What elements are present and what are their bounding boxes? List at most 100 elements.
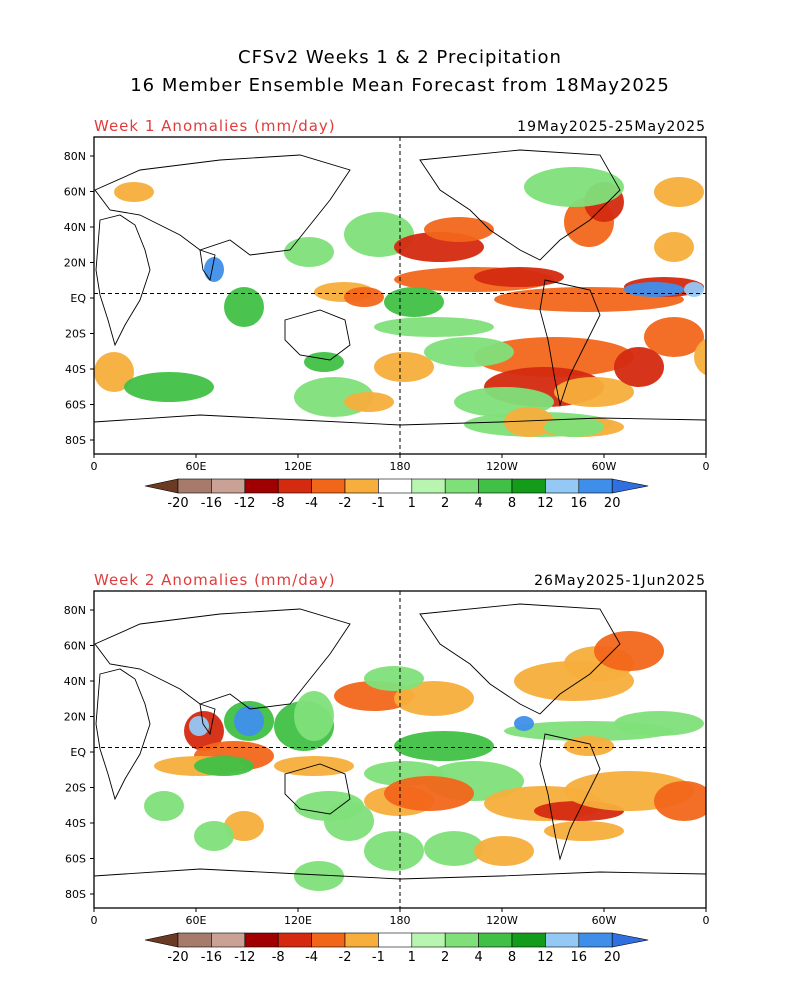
lat-label: 60N [64,640,86,653]
anomaly-blob [364,666,424,691]
coastline [94,608,351,710]
colorbar-label: -12 [234,950,255,965]
colorbar-label: -12 [234,496,255,511]
coastline [419,603,621,715]
colorbar-segment [545,932,580,948]
anomaly-blob [644,317,704,357]
colorbar-label: -8 [272,950,285,965]
colorbar-label: 8 [508,950,516,965]
colorbar-label: 8 [508,496,516,511]
colorbar-segment [411,932,446,948]
anomaly-blob [224,811,264,841]
anomaly-blob [324,801,374,841]
lon-label: 180 [390,460,411,473]
colorbar-segment [277,932,312,948]
anomaly-blob [94,352,134,392]
anomaly-blob [424,337,514,367]
lat-label: 40S [65,363,86,376]
colorbar-segment [177,478,212,494]
lon-label: 120W [486,460,518,473]
colorbar-label: 20 [604,496,621,511]
colorbar-label: 1 [408,496,416,511]
anomaly-blob [654,781,706,821]
lat-label: 80S [65,888,86,901]
colorbar-label: -8 [272,496,285,511]
colorbar-segment [511,478,546,494]
anomaly-blob [554,377,634,407]
week1-panel-dates: 19May2025-25May2025 [517,119,706,135]
anomaly-blob [544,821,624,841]
colorbar-segment [411,478,446,494]
lat-label: 60S [65,853,86,866]
week2-panel-label: Week 2 Anomalies (mm/day) [94,571,336,589]
anomaly-blob [394,681,474,716]
lat-label: 20S [65,782,86,795]
colorbar-label: -4 [305,496,318,511]
anomaly-blob [594,631,664,671]
anomaly-blob [614,347,664,387]
anomaly-blob [294,861,344,891]
colorbar-segment [244,932,279,948]
week2-panel-dates: 26May2025-1Jun2025 [534,573,706,589]
colorbar-label: -16 [201,950,222,965]
colorbar-segment [244,478,279,494]
coastline [94,154,351,256]
colorbar-max-arrow [611,478,649,494]
colorbar-segment [545,478,580,494]
anomaly-blob [344,392,394,412]
colorbar-segment [444,478,479,494]
colorbar-label: 12 [537,950,554,965]
coastline [539,279,601,407]
anomaly-blob [304,352,344,372]
lon-label: 180 [390,914,411,927]
lon-label: 60E [186,914,207,927]
anomaly-blob [624,282,684,297]
anomaly-blob [544,417,604,437]
colorbar-segment [211,932,246,948]
anomaly-blob [514,716,534,731]
coastline [95,214,151,347]
anomaly-blob [474,337,634,377]
lat-label: 20N [64,711,86,724]
anomaly-blob [384,287,444,317]
colorbar-segment [578,478,613,494]
lat-label: 80N [64,150,86,163]
colorbar-label: 2 [441,950,449,965]
anomaly-blob [204,257,224,282]
anomaly-blob [144,791,184,821]
anomaly-field [144,631,706,891]
colorbar-segment [344,932,379,948]
anomaly-blob [374,352,434,382]
lat-label: EQ [70,292,86,305]
colorbar-segment [444,932,479,948]
anomaly-blob [614,711,704,736]
colorbar-min-arrow [144,932,179,948]
colorbar-label: 20 [604,950,621,965]
colorbar-label: -1 [372,950,385,965]
anomaly-blob [234,706,264,736]
colorbar-label: -4 [305,950,318,965]
lat-label: 40N [64,675,86,688]
anomaly-blob [344,287,384,307]
colorbar-segment [378,478,413,494]
coastline [539,733,601,861]
lon-label: 60E [186,460,207,473]
lon-label: 0 [703,914,710,927]
anomaly-blob [194,756,254,776]
anomaly-blob [294,691,334,741]
lat-label: 40N [64,221,86,234]
colorbar-label: 1 [408,950,416,965]
anomaly-blob [384,776,474,811]
coastline [95,668,151,801]
colorbar-segment [511,932,546,948]
colorbar-label: -20 [167,496,188,511]
anomaly-blob [654,177,704,207]
lat-label: 60N [64,186,86,199]
colorbar-label: 12 [537,496,554,511]
anomaly-blob [684,282,704,297]
colorbar-segment [478,478,513,494]
lon-label: 120E [284,914,312,927]
anomaly-blob [394,731,494,761]
